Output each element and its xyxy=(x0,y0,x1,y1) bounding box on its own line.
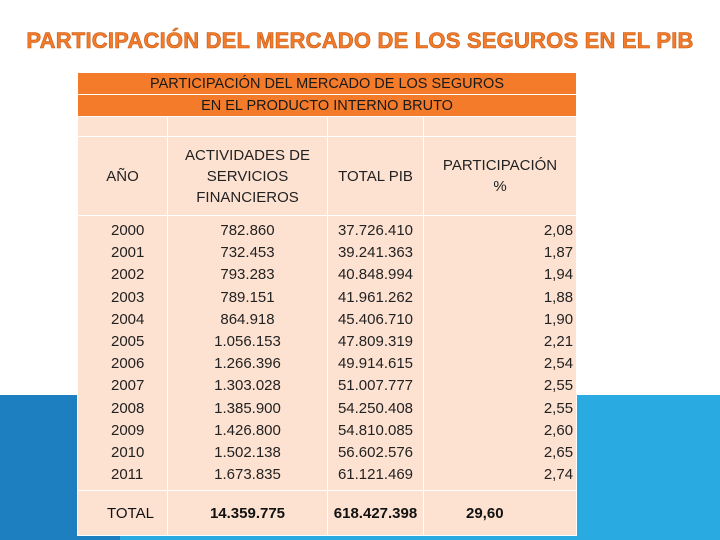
cell-part: 2,54 xyxy=(543,355,574,373)
cell-financial: 782.860 xyxy=(220,222,275,239)
total-pib: 618.427.398 xyxy=(327,490,424,537)
cell-financial: 864.918 xyxy=(220,310,275,328)
cell-part: 2,65 xyxy=(543,444,574,462)
header-total-pib: TOTAL PIB xyxy=(327,136,424,216)
cell-pib: 49.914.615 xyxy=(337,355,414,373)
total-participation: 29,60 xyxy=(422,490,578,537)
data-body-row: 2000 2001 2002 2003 2004 2005 2006 2007 2008 2009… xyxy=(77,214,578,492)
slide-title: PARTICIPACIÓN DEL MERCADO DE LOS SEGUROS… xyxy=(26,28,694,54)
cell-financial: 1.426.800 xyxy=(214,421,281,439)
financial-column: 782.860 732.453 793.283 789.151 864.918 1.056… xyxy=(167,214,328,492)
cell-pib: 45.406.710 xyxy=(337,310,414,328)
header-financial: ACTIVIDADES DE SERVICIOS FINANCIEROS xyxy=(167,136,328,216)
participation-column: 2,08 1,87 1,94 1,88 1,90 2,21 2,54 2,55 2,55 2,60… xyxy=(422,214,578,492)
cell-pib: 54.250.408 xyxy=(337,399,414,417)
cell-financial: 1.502.138 xyxy=(214,444,281,462)
cell-pib: 39.241.363 xyxy=(337,244,414,262)
total-row: TOTAL 14.359.775 618.427.398 29,60 xyxy=(77,490,578,537)
cell-pib: 37.726.410 xyxy=(337,222,414,239)
year-column: 2000 2001 2002 2003 2004 2005 2006 2007 2008 2009… xyxy=(77,214,168,492)
table-title-line-1: PARTICIPACIÓN DEL MERCADO DE LOS SEGUROS xyxy=(76,72,578,95)
cell-financial: 1.673.835 xyxy=(214,466,281,484)
total-financial: 14.359.775 xyxy=(167,490,328,537)
total-pib-column: 37.726.410 39.241.363 40.848.994 41.961.262… xyxy=(327,214,424,492)
cell-pib: 56.602.576 xyxy=(337,444,414,462)
cell-year: 2003 xyxy=(111,288,145,306)
cell-part: 1,90 xyxy=(543,310,574,328)
cell-financial: 732.453 xyxy=(220,244,275,262)
spacer-cell xyxy=(77,116,168,137)
cell-financial: 1.056.153 xyxy=(214,333,281,351)
spacer-cell xyxy=(167,116,328,137)
spacer-cell xyxy=(422,116,578,137)
cell-year: 2008 xyxy=(111,399,145,417)
cell-pib: 61.121.469 xyxy=(337,466,414,484)
insurance-gdp-table: PARTICIPACIÓN DEL MERCADO DE LOS SEGUROS… xyxy=(76,72,578,537)
cell-part: 1,87 xyxy=(543,244,574,262)
cell-financial: 1.303.028 xyxy=(214,377,281,395)
cell-financial: 1.266.396 xyxy=(214,355,281,373)
cell-year: 2000 xyxy=(111,222,145,239)
cell-year: 2006 xyxy=(111,355,145,373)
cell-year: 2002 xyxy=(111,266,145,284)
cell-part: 1,88 xyxy=(543,288,574,306)
cell-part: 1,94 xyxy=(543,266,574,284)
cell-pib: 51.007.777 xyxy=(337,377,414,395)
cell-pib: 40.848.994 xyxy=(337,266,414,284)
cell-part: 2,21 xyxy=(543,333,574,351)
table-title-line-2: EN EL PRODUCTO INTERNO BRUTO xyxy=(76,94,578,117)
header-year: AÑO xyxy=(77,136,168,216)
cell-part: 2,08 xyxy=(543,222,574,239)
cell-financial: 793.283 xyxy=(220,266,275,284)
header-participation: PARTICIPACIÓN % xyxy=(422,136,578,216)
cell-part: 2,55 xyxy=(543,399,574,417)
cell-year: 2009 xyxy=(111,421,145,439)
cell-pib: 41.961.262 xyxy=(337,288,414,306)
cell-part: 2,74 xyxy=(543,466,574,484)
cell-part: 2,60 xyxy=(543,421,574,439)
column-header-row: AÑO ACTIVIDADES DE SERVICIOS FINANCIEROS… xyxy=(77,136,578,216)
cell-financial: 789.151 xyxy=(220,288,275,306)
cell-year: 2005 xyxy=(111,333,145,351)
cell-year: 2004 xyxy=(111,310,145,328)
table-title-row-2: EN EL PRODUCTO INTERNO BRUTO xyxy=(76,94,578,117)
total-label: TOTAL xyxy=(77,490,168,537)
cell-year: 2011 xyxy=(111,466,144,484)
cell-year: 2001 xyxy=(111,244,145,262)
cell-year: 2007 xyxy=(111,377,145,395)
table-title-row-1: PARTICIPACIÓN DEL MERCADO DE LOS SEGUROS xyxy=(76,72,578,95)
cell-pib: 47.809.319 xyxy=(337,333,414,351)
cell-financial: 1.385.900 xyxy=(214,399,281,417)
cell-year: 2010 xyxy=(111,444,145,462)
cell-pib: 54.810.085 xyxy=(337,421,414,439)
spacer-cell xyxy=(327,116,424,137)
cell-part: 2,55 xyxy=(543,377,574,395)
spacer-row xyxy=(77,116,578,137)
